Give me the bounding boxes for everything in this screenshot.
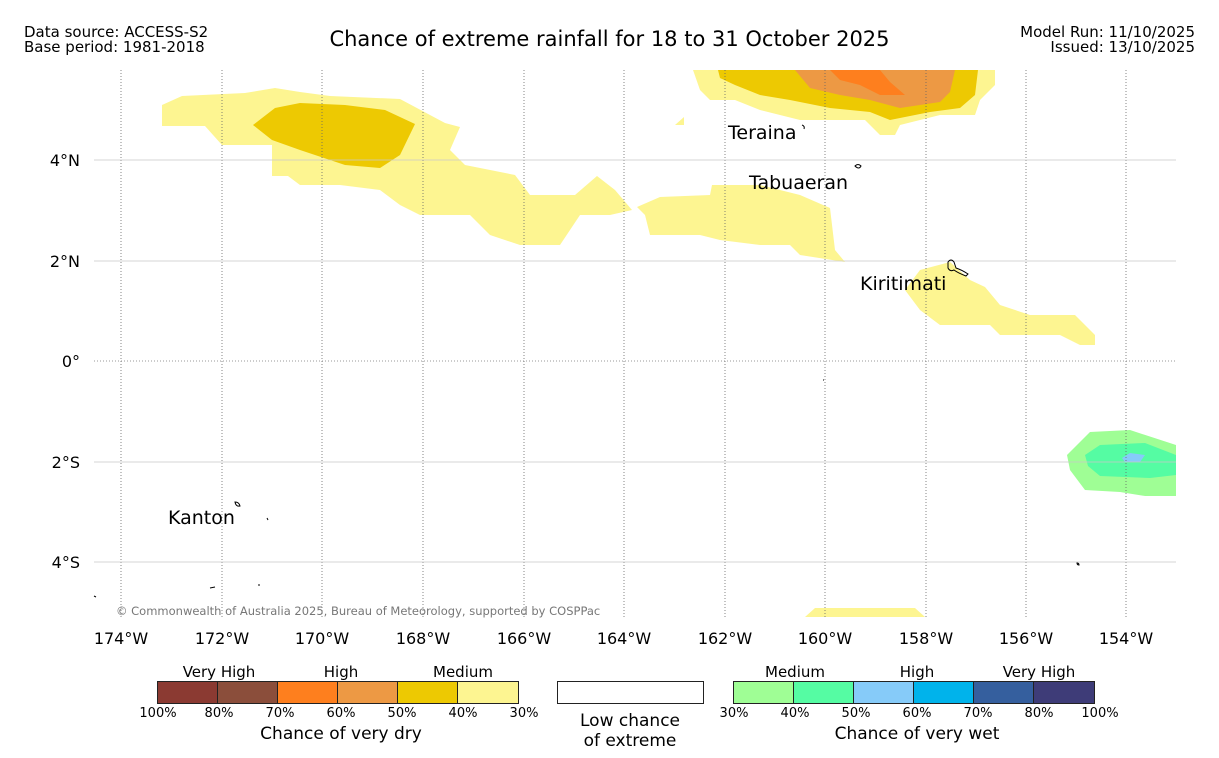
dry-percent-label: 60% [326, 706, 356, 721]
teraina-island [801, 124, 805, 130]
dry-percent-label: 50% [387, 706, 417, 721]
longitude-tick-label: 160°W [798, 629, 853, 648]
low-chance-label: Low chance of extreme [550, 711, 710, 751]
wet-intensity-label: High [899, 663, 935, 681]
wet-percent-label: 100% [1081, 706, 1119, 721]
wet-legend-title: Chance of very wet [834, 724, 1000, 744]
island-small-4 [93, 595, 97, 598]
dry-color-swatch [458, 682, 518, 703]
probability-regions [162, 70, 1176, 617]
island-small-1 [266, 517, 269, 521]
dry-color-swatch [158, 682, 218, 703]
wet-percent-label: 70% [963, 706, 993, 721]
wet-percent-label: 50% [841, 706, 871, 721]
island-small-2 [209, 586, 216, 589]
wet-color-swatch [854, 682, 914, 703]
longitude-tick-label: 154°W [1099, 629, 1154, 648]
issued-text: Issued: 13/10/2025 [1050, 38, 1195, 56]
latitude-tick-label: 4°N [50, 151, 80, 170]
dry-intensity-label: High [323, 663, 359, 681]
dry-region-30-40-south [805, 608, 925, 617]
island-small-6 [1076, 562, 1080, 566]
wet-intensity-label: Very High [1002, 663, 1076, 681]
longitude-tick-label: 168°W [396, 629, 451, 648]
wet-region-50-60 [1122, 453, 1145, 462]
header-left: Data source: ACCESS-S2 Base period: 1981… [24, 25, 208, 55]
dry-color-swatch [278, 682, 338, 703]
kanton-island [234, 501, 241, 507]
data-source-text: Data source: ACCESS-S2 [24, 23, 209, 41]
dry-percent-label: 80% [204, 706, 234, 721]
longitude-tick-label: 174°W [94, 629, 149, 648]
dry-region-60-70-north [830, 70, 905, 95]
place-label-kiritimati: Kiritimati [860, 273, 946, 295]
place-label-tabuaeran: Tabuaeran [748, 172, 848, 194]
longitude-tick-label: 166°W [497, 629, 552, 648]
dry-percent-label: 30% [509, 706, 539, 721]
wet-color-swatch [734, 682, 794, 703]
dry-intensity-label: Medium [433, 663, 493, 681]
model-run-text: Model Run: 11/10/2025 [1020, 23, 1195, 41]
low-chance-line-1: Low chance [580, 711, 680, 731]
wet-color-swatch [794, 682, 854, 703]
axis-ticks: 174°W 172°W 170°W 168°W 166°W 164°W 162°W 160°W… [50, 151, 1154, 648]
map-title: Chance of extreme rainfall for 18 to 31 … [329, 27, 890, 51]
dry-intensity-label: Very High [182, 663, 256, 681]
latitude-tick-label: 0° [62, 352, 80, 371]
wet-percent-label: 30% [719, 706, 749, 721]
header-right: Model Run: 11/10/2025 Issued: 13/10/2025 [1020, 25, 1195, 55]
copyright-text: © Commonwealth of Australia 2025, Bureau… [116, 604, 600, 618]
tabuaeran-island [854, 164, 862, 169]
wet-percent-label: 60% [902, 706, 932, 721]
longitude-tick-label: 164°W [597, 629, 652, 648]
islands [93, 124, 1080, 598]
dry-color-swatch [338, 682, 398, 703]
dry-region-30-40-west [162, 88, 632, 245]
low-chance-swatch [557, 681, 704, 704]
kiritimati-island [947, 259, 969, 277]
dry-percent-label: 100% [139, 706, 177, 721]
dry-region-40-50-west [253, 103, 415, 168]
wet-percent-label: 40% [780, 706, 810, 721]
wet-percent-label: 80% [1024, 706, 1054, 721]
graticule [94, 70, 1176, 617]
dry-region-30-40-east [905, 262, 1095, 345]
wet-color-swatch [914, 682, 974, 703]
latitude-tick-label: 4°S [52, 553, 80, 572]
place-label-teraina: Teraina [727, 122, 797, 144]
longitude-tick-label: 162°W [698, 629, 753, 648]
longitude-tick-label: 172°W [195, 629, 250, 648]
wet-color-swatch [1034, 682, 1094, 703]
latitude-tick-label: 2°S [52, 453, 80, 472]
low-chance-line-2: of extreme [583, 731, 677, 751]
dry-color-bar [157, 681, 519, 704]
wet-intensity-label: Medium [765, 663, 825, 681]
dry-percent-label: 70% [265, 706, 295, 721]
longitude-tick-label: 158°W [899, 629, 954, 648]
dry-color-swatch [218, 682, 278, 703]
dry-region-30-40-small [675, 117, 684, 125]
dry-color-swatch [398, 682, 458, 703]
longitude-tick-label: 170°W [295, 629, 350, 648]
dry-region-30-40-central [637, 185, 845, 262]
latitude-tick-label: 2°N [50, 252, 80, 271]
place-labels: Teraina Tabuaeran Kiritimati Kanton [168, 122, 946, 529]
base-period-text: Base period: 1981-2018 [24, 38, 205, 56]
place-label-kanton: Kanton [168, 507, 235, 529]
wet-color-swatch [974, 682, 1034, 703]
dry-percent-label: 40% [448, 706, 478, 721]
dry-legend-title: Chance of very dry [260, 724, 422, 744]
wet-color-bar [733, 681, 1095, 704]
longitude-tick-label: 156°W [999, 629, 1054, 648]
